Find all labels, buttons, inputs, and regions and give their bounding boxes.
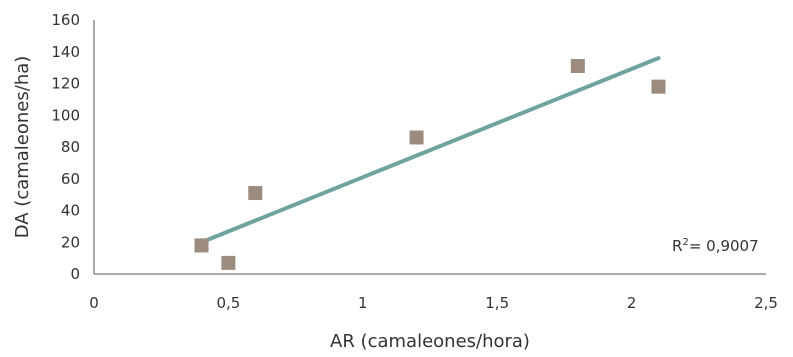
r-squared-annotation: R2= 0,9007 — [672, 237, 759, 255]
x-tick-label: 0 — [89, 294, 99, 312]
y-tick-labels: 0 20 40 60 80 100 120 140 160 — [51, 11, 80, 283]
y-tick-label: 120 — [51, 75, 80, 93]
y-tick-label: 140 — [51, 43, 80, 61]
axes — [93, 20, 766, 275]
data-points — [194, 59, 666, 270]
r-squared-prefix: R — [672, 237, 682, 255]
data-point — [248, 186, 263, 201]
x-tick-label: 1 — [358, 294, 368, 312]
y-axis-title: DA (camaleones/ha) — [12, 56, 33, 239]
y-tick-label: 20 — [61, 233, 80, 251]
x-tick-label: 2 — [627, 294, 637, 312]
data-point — [570, 59, 585, 74]
data-point — [194, 238, 209, 253]
r-squared-value: = 0,9007 — [689, 237, 759, 255]
y-tick-label: 80 — [61, 138, 80, 156]
x-tick-labels: 0 0,5 1 1,5 2 2,5 — [89, 294, 778, 312]
y-tick-label: 40 — [61, 202, 80, 220]
y-tick-label: 100 — [51, 106, 80, 124]
y-tick-label: 60 — [61, 170, 80, 188]
data-point — [651, 79, 666, 94]
x-tick-label: 0,5 — [216, 294, 240, 312]
data-point — [409, 130, 424, 145]
trendline-layer — [199, 56, 661, 245]
x-tick-label: 1,5 — [485, 294, 509, 312]
trendline — [199, 56, 661, 245]
y-tick-label: 160 — [51, 11, 80, 29]
x-tick-label: 2,5 — [754, 294, 778, 312]
r-squared-superscript: 2 — [682, 237, 688, 248]
data-point — [221, 255, 236, 270]
x-axis-title: AR (camaleones/hora) — [330, 331, 530, 352]
y-tick-label: 0 — [70, 265, 80, 283]
